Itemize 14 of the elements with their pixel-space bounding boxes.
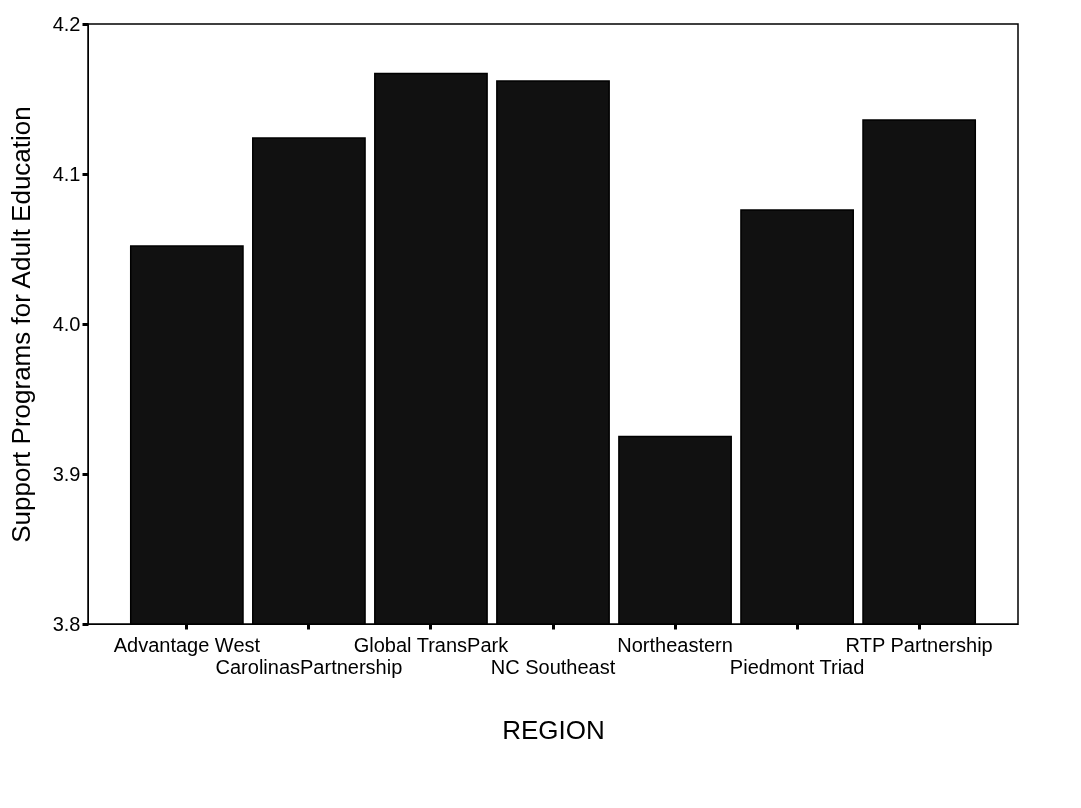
x-tick-label: Northeastern: [617, 633, 733, 656]
x-tick-label: Advantage West: [113, 633, 261, 656]
y-tick-label: 4.0: [52, 312, 81, 335]
y-tick-label: 3.9: [52, 462, 81, 485]
x-tick-label: Piedmont Triad: [729, 655, 865, 678]
y-tick-label: 4.1: [52, 162, 81, 185]
x-tick-label: Global TransPark: [353, 633, 510, 656]
x-tick-label: RTP Partnership: [845, 633, 993, 656]
y-tick-label: 4.2: [52, 12, 81, 35]
x-tick-label: NC Southeast: [490, 655, 616, 678]
x-tick-label: CarolinasPartnership: [215, 655, 403, 678]
x-axis-title: REGION: [502, 714, 605, 745]
y-tick-label: 3.8: [52, 612, 81, 635]
y-axis-title: Support Programs for Adult Education: [5, 106, 36, 543]
